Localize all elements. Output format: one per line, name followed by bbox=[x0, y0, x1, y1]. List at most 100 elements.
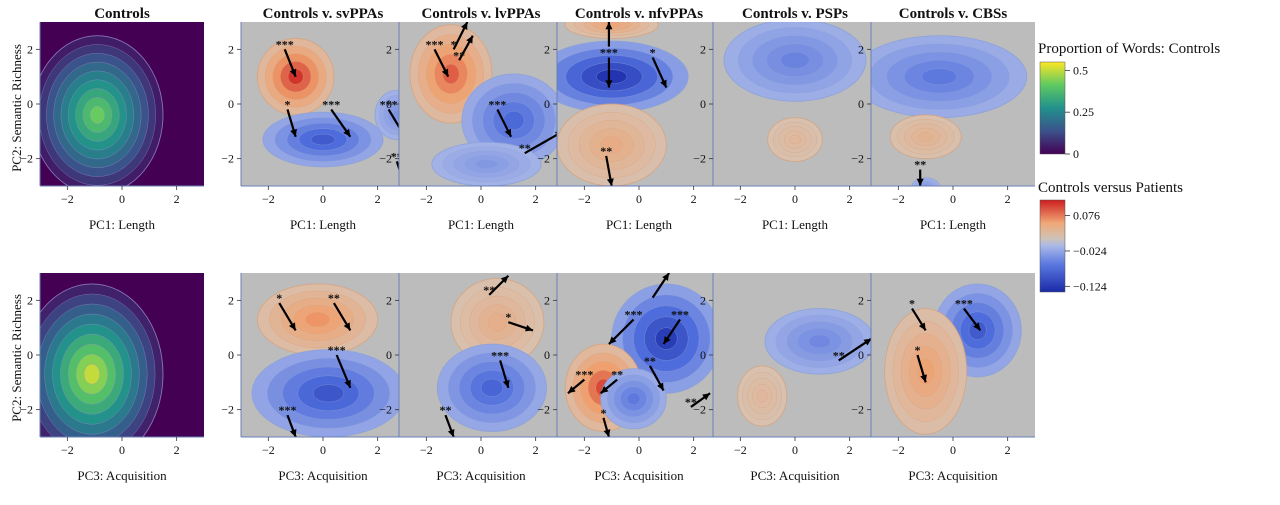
legend-controls: Proportion of Words: Controls 0.5 0.25 0 bbox=[1038, 41, 1220, 161]
arrow-head-2 bbox=[343, 322, 351, 331]
x-axis-label: PC1: Length bbox=[448, 217, 515, 232]
arrow-head-2 bbox=[608, 336, 617, 345]
x-tick-label: 2 bbox=[1005, 443, 1011, 457]
arrow-head-3 bbox=[660, 79, 667, 88]
legend-controls-colorbar bbox=[1039, 61, 1066, 155]
x-tick-label: 2 bbox=[533, 192, 539, 206]
y-tick-label: 0 bbox=[858, 97, 864, 111]
significance-label-1: ** bbox=[483, 283, 495, 297]
y-tick-label: 0 bbox=[544, 97, 550, 111]
contour-level-2-5 bbox=[757, 389, 768, 403]
arrow-head-3 bbox=[466, 35, 473, 44]
significance-label-4: ** bbox=[600, 144, 612, 158]
significance-label-4: ** bbox=[439, 403, 451, 417]
arrow-head-1 bbox=[662, 273, 670, 281]
y-tick-label: 0 bbox=[228, 97, 234, 111]
significance-label-4: ** bbox=[644, 354, 656, 368]
significance-label-4: *** bbox=[380, 97, 398, 111]
x-axis-label: PC3: Acquisition bbox=[750, 468, 840, 483]
significance-label-4: *** bbox=[278, 403, 296, 417]
x-axis-label: PC3: Acquisition bbox=[594, 468, 684, 483]
y-tick-label: −2 bbox=[851, 152, 864, 166]
significance-label-5: *** bbox=[575, 368, 593, 382]
x-tick-label: 2 bbox=[174, 192, 180, 206]
y-tick-label: −2 bbox=[537, 152, 550, 166]
contour-level-2-5 bbox=[310, 133, 336, 146]
contour-level-3-5 bbox=[475, 159, 498, 169]
y-tick-label: 0 bbox=[544, 348, 550, 362]
legend-diff-colorbar bbox=[1039, 199, 1066, 293]
legend-controls-title: Proportion of Words: Controls bbox=[1038, 41, 1220, 57]
y-tick-label: 2 bbox=[386, 42, 392, 56]
arrow-head-1 bbox=[918, 322, 926, 331]
arrow-head-1 bbox=[863, 338, 872, 346]
legend-tick-label: −0.124 bbox=[1073, 279, 1107, 293]
legend-tick-label: 0 bbox=[1073, 147, 1079, 161]
y-tick-label: −2 bbox=[20, 403, 33, 417]
significance-label-2: *** bbox=[600, 46, 618, 60]
y-tick-label: 0 bbox=[700, 348, 706, 362]
x-axis-label: PC1: Length bbox=[89, 217, 156, 232]
contour-level-3-5 bbox=[626, 392, 641, 405]
x-axis-label: PC1: Length bbox=[606, 217, 673, 232]
significance-label-5: ** bbox=[519, 141, 531, 155]
x-axis-label: PC3: Acquisition bbox=[278, 468, 368, 483]
x-tick-label: 2 bbox=[174, 443, 180, 457]
x-tick-label: −2 bbox=[734, 443, 747, 457]
y-tick-label: 2 bbox=[228, 42, 234, 56]
x-tick-label: −2 bbox=[61, 192, 74, 206]
x-tick-label: 0 bbox=[478, 443, 484, 457]
x-tick-label: −2 bbox=[61, 443, 74, 457]
significance-label-3: *** bbox=[671, 307, 689, 321]
arrow-head-2 bbox=[605, 80, 613, 88]
significance-label-1: *** bbox=[426, 37, 444, 51]
x-tick-label: 0 bbox=[950, 192, 956, 206]
x-tick-label: 2 bbox=[375, 192, 381, 206]
arrow-head-7 bbox=[603, 429, 611, 437]
y-tick-label: 0 bbox=[27, 348, 33, 362]
arrow-head-4 bbox=[447, 429, 455, 437]
x-tick-label: 0 bbox=[478, 192, 484, 206]
y-tick-label: 0 bbox=[27, 97, 33, 111]
y-tick-label: 2 bbox=[858, 293, 864, 307]
x-tick-label: 2 bbox=[691, 443, 697, 457]
significance-label-1: * bbox=[909, 297, 915, 311]
y-tick-label: −2 bbox=[221, 152, 234, 166]
arrow-head-3 bbox=[343, 128, 351, 137]
y-tick-label: −2 bbox=[851, 403, 864, 417]
legend-tick-label: 0.5 bbox=[1073, 63, 1088, 77]
contour-level-1-5 bbox=[921, 68, 958, 86]
legend-tick-label: 0.25 bbox=[1073, 105, 1094, 119]
x-tick-label: −2 bbox=[262, 192, 275, 206]
x-tick-label: 0 bbox=[119, 192, 125, 206]
x-tick-label: −2 bbox=[892, 443, 905, 457]
column-title-2: Controls v. svPPAs bbox=[263, 6, 384, 22]
significance-label-3: *** bbox=[328, 343, 346, 357]
column-title-5: Controls v. PSPs bbox=[742, 6, 848, 22]
y-tick-label: −2 bbox=[693, 152, 706, 166]
arrow-head-3 bbox=[344, 379, 351, 388]
x-tick-label: −2 bbox=[578, 192, 591, 206]
significance-label-3: *** bbox=[322, 97, 340, 111]
arrow-head-2 bbox=[290, 128, 297, 137]
y-tick-label: 0 bbox=[228, 348, 234, 362]
arrow-head-2 bbox=[460, 22, 468, 30]
x-tick-label: 0 bbox=[320, 443, 326, 457]
y-tick-label: 2 bbox=[27, 293, 33, 307]
x-tick-label: 2 bbox=[691, 192, 697, 206]
significance-label-3: ** bbox=[453, 48, 465, 62]
significance-label-8: ** bbox=[685, 395, 697, 409]
legend-diff-title: Controls versus Patients bbox=[1038, 180, 1183, 196]
panel-r1-c5: −2 0 2 2 0 −2 PC1: Length bbox=[693, 22, 877, 232]
x-tick-label: 0 bbox=[320, 192, 326, 206]
contour-level-2-5 bbox=[789, 134, 801, 145]
contour-level-1-5 bbox=[442, 63, 460, 84]
significance-label-7: * bbox=[600, 406, 606, 420]
arrow-head-4 bbox=[657, 382, 664, 391]
arrow-head-3 bbox=[502, 379, 510, 388]
